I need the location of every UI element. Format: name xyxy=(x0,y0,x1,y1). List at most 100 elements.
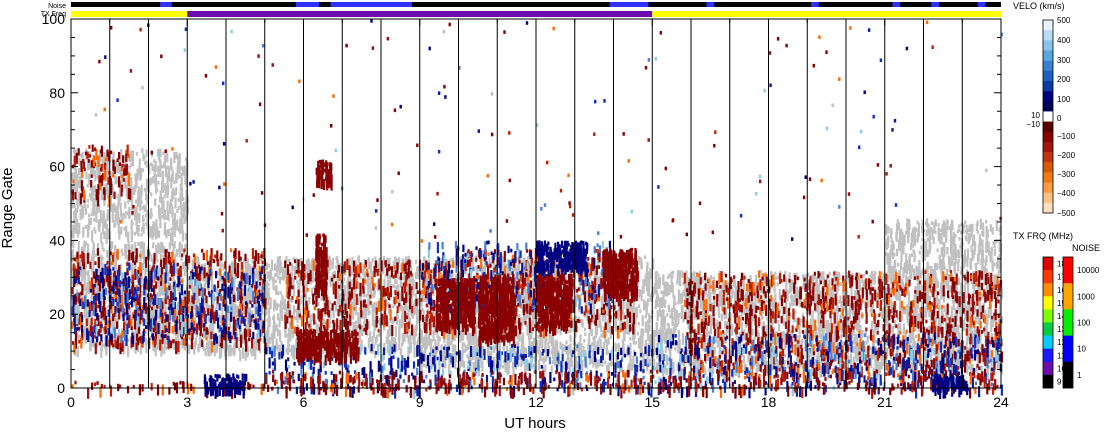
ground-scatter-cell xyxy=(632,340,635,345)
ground-scatter-cell xyxy=(277,303,280,308)
ground-scatter-cell xyxy=(517,263,520,275)
ground-scatter-cell xyxy=(971,365,974,370)
ground-scatter-cell xyxy=(103,271,107,283)
ground-scatter-cell xyxy=(723,358,726,370)
ground-scatter-cell xyxy=(954,357,957,369)
ground-scatter-cell xyxy=(250,348,253,357)
ground-scatter-cell xyxy=(807,328,810,340)
ground-scatter-cell xyxy=(576,325,579,333)
ground-scatter-cell xyxy=(571,317,574,321)
ground-scatter-cell xyxy=(517,354,521,359)
ground-scatter-cell xyxy=(608,328,611,332)
ground-scatter-cell xyxy=(397,284,400,296)
ground-scatter-cell xyxy=(889,328,892,333)
ground-scatter-cell xyxy=(183,306,187,311)
ground-scatter-cell xyxy=(281,317,284,321)
ground-scatter-cell xyxy=(238,263,241,268)
ground-scatter-cell xyxy=(898,336,901,341)
ground-scatter-cell xyxy=(646,352,649,364)
ground-scatter-cell xyxy=(758,365,761,370)
ground-scatter-cell xyxy=(672,294,675,298)
ground-scatter-cell xyxy=(350,271,353,276)
ground-scatter-cell xyxy=(247,273,250,281)
ground-scatter-cell xyxy=(664,329,667,334)
ground-scatter-cell xyxy=(92,256,95,268)
ground-scatter-cell xyxy=(181,262,185,270)
ground-scatter-cell xyxy=(815,280,818,292)
ground-scatter-cell xyxy=(388,339,391,347)
ground-scatter-cell xyxy=(743,307,746,315)
ground-scatter-cell xyxy=(423,256,426,260)
ground-scatter-cell xyxy=(259,255,262,260)
ground-scatter-cell xyxy=(119,263,122,275)
ground-scatter-cell xyxy=(75,324,79,329)
ground-scatter-cell xyxy=(978,312,981,317)
ground-scatter-cell xyxy=(426,336,429,348)
ground-scatter-cell xyxy=(168,242,171,250)
ground-scatter-cell xyxy=(257,284,260,288)
ground-scatter-cell xyxy=(531,278,535,290)
ground-scatter-cell xyxy=(371,304,374,316)
ground-scatter-cell xyxy=(248,263,251,275)
ground-scatter-cell xyxy=(714,322,717,334)
ground-scatter-cell xyxy=(904,334,908,343)
ground-scatter-cell xyxy=(525,347,528,356)
ground-scatter-cell xyxy=(658,308,661,317)
ground-scatter-cell xyxy=(520,344,523,356)
ground-scatter-cell xyxy=(503,359,506,364)
ground-scatter-cell xyxy=(214,338,217,346)
ground-scatter-cell xyxy=(578,284,581,289)
ground-scatter-cell xyxy=(285,347,288,352)
ground-scatter-cell xyxy=(757,360,760,372)
ground-scatter-cell xyxy=(647,329,650,341)
ground-scatter-cell xyxy=(374,256,377,264)
ground-scatter-cell xyxy=(310,319,313,331)
ground-scatter-cell xyxy=(662,294,665,303)
ground-scatter-cell xyxy=(357,297,360,305)
ground-scatter-cell xyxy=(977,349,980,361)
ground-scatter-cell xyxy=(347,277,350,285)
ground-scatter-cell xyxy=(833,329,837,337)
ground-scatter-cell xyxy=(311,312,315,321)
ground-scatter-cell xyxy=(629,362,632,367)
ground-scatter-cell xyxy=(100,317,103,329)
ground-scatter-cell xyxy=(542,356,545,364)
ground-scatter-cell xyxy=(430,324,433,328)
ground-scatter-cell xyxy=(241,287,244,299)
ground-scatter-cell xyxy=(86,282,89,294)
ground-scatter-cell xyxy=(531,295,534,303)
ground-scatter-cell xyxy=(409,317,412,325)
ground-scatter-cell xyxy=(180,257,183,261)
ground-scatter-cell xyxy=(401,276,404,281)
ground-scatter-cell xyxy=(873,331,876,343)
ground-scatter-cell xyxy=(239,350,242,362)
ground-scatter-cell xyxy=(245,289,248,301)
ground-scatter-cell xyxy=(367,257,370,265)
ground-scatter-cell xyxy=(206,334,209,339)
ground-scatter-cell xyxy=(221,307,224,319)
ground-scatter-cell xyxy=(251,259,254,264)
ground-scatter-cell xyxy=(116,313,119,317)
ground-scatter-cell xyxy=(271,341,274,346)
ground-scatter-cell xyxy=(280,300,283,308)
ground-scatter-cell xyxy=(284,326,287,338)
ground-scatter-cell xyxy=(93,292,96,300)
ground-scatter-cell xyxy=(394,256,397,268)
ground-scatter-cell xyxy=(532,264,535,272)
ground-scatter-cell xyxy=(582,349,585,358)
ground-scatter-cell xyxy=(450,330,453,334)
ground-scatter-cell xyxy=(591,342,594,347)
ground-scatter-cell xyxy=(128,307,132,311)
ground-scatter-cell xyxy=(375,334,378,343)
ground-scatter-cell xyxy=(468,263,471,271)
ground-scatter-cell xyxy=(588,262,591,266)
ground-scatter-cell xyxy=(98,274,101,286)
ground-scatter-cell xyxy=(103,343,106,348)
ground-scatter-cell xyxy=(136,259,139,263)
ground-scatter-cell xyxy=(606,364,609,373)
ground-scatter-cell xyxy=(265,282,268,294)
ground-scatter-cell xyxy=(152,258,155,267)
ground-scatter-cell xyxy=(713,301,716,309)
ground-scatter-cell xyxy=(901,306,904,315)
ground-scatter-cell xyxy=(272,280,275,285)
